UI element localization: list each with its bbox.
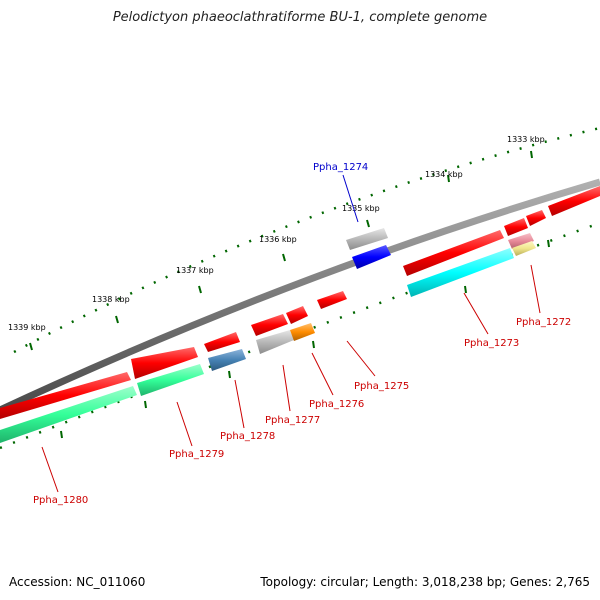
scale-label-1334: 1334 kbp	[425, 170, 463, 179]
gene-label-ppha-1275[interactable]: Ppha_1275	[354, 381, 409, 392]
gene-arrow	[131, 347, 198, 379]
leader-ppha-1276	[311, 352, 334, 396]
gene-labels: Ppha_1274 Ppha_1272 Ppha_1273 Ppha_1275 …	[33, 162, 571, 506]
leader-ppha-1272	[530, 264, 541, 314]
gene-arrow	[548, 186, 600, 216]
leader-ppha-1274	[342, 174, 359, 223]
genome-summary-text: Topology: circular; Length: 3,018,238 bp…	[260, 575, 590, 589]
reverse-strand-genes	[0, 228, 536, 443]
forward-strand-genes	[0, 186, 600, 419]
gene-arrow	[208, 349, 246, 371]
gene-arrow	[256, 330, 294, 354]
gene-arrow	[251, 314, 288, 336]
gene-label-ppha-1279[interactable]: Ppha_1279	[169, 449, 224, 460]
gene-label-ppha-1276[interactable]: Ppha_1276	[309, 399, 364, 410]
gene-arrow	[290, 323, 315, 341]
genome-backbone	[0, 178, 600, 414]
scale-label-1339: 1339 kbp	[8, 323, 46, 332]
outer-scale-labels: 1333 kbp 1334 kbp 1335 kbp 1336 kbp 1337…	[8, 135, 545, 332]
leader-ppha-1275	[346, 340, 376, 377]
gene-label-ppha-1277[interactable]: Ppha_1277	[265, 415, 320, 426]
gene-arrow	[0, 386, 137, 443]
gene-arrow	[504, 218, 528, 236]
gene-arrow	[286, 306, 308, 324]
gene-arrow	[526, 210, 546, 226]
leader-ppha-1279	[176, 401, 193, 447]
scale-label-1333: 1333 kbp	[507, 135, 545, 144]
gene-label-ppha-1280[interactable]: Ppha_1280	[33, 495, 88, 506]
gene-arrow	[512, 241, 536, 256]
leader-ppha-1277	[282, 364, 291, 412]
gene-arrow	[508, 233, 534, 249]
gene-label-ppha-1273[interactable]: Ppha_1273	[464, 338, 519, 349]
outer-scale-major-ticks	[29, 150, 533, 351]
scale-label-1338: 1338 kbp	[92, 295, 130, 304]
gene-arrow	[403, 230, 504, 276]
gene-arrow	[352, 245, 391, 269]
leader-ppha-1278	[234, 379, 245, 429]
gene-arrow	[346, 228, 388, 250]
leader-ppha-1273	[463, 292, 489, 335]
gene-arrow	[407, 248, 514, 297]
gene-label-ppha-1272[interactable]: Ppha_1272	[516, 317, 571, 328]
label-leader-lines	[41, 174, 541, 493]
inner-scale-major-ticks	[60, 239, 550, 439]
accession-text: Accession: NC_011060	[9, 575, 146, 589]
scale-label-1336: 1336 kbp	[259, 235, 297, 244]
gene-label-ppha-1274[interactable]: Ppha_1274	[313, 162, 368, 173]
leader-ppha-1280	[41, 446, 59, 493]
gene-label-ppha-1278[interactable]: Ppha_1278	[220, 431, 275, 442]
scale-label-1337: 1337 kbp	[176, 266, 214, 275]
gene-arrow	[0, 372, 131, 419]
gene-arrow	[204, 332, 240, 352]
gene-arrow	[317, 291, 347, 309]
gene-arrow	[137, 364, 204, 396]
scale-label-1335: 1335 kbp	[342, 204, 380, 213]
map-title: Pelodictyon phaeoclathratiforme BU-1, co…	[112, 10, 488, 25]
